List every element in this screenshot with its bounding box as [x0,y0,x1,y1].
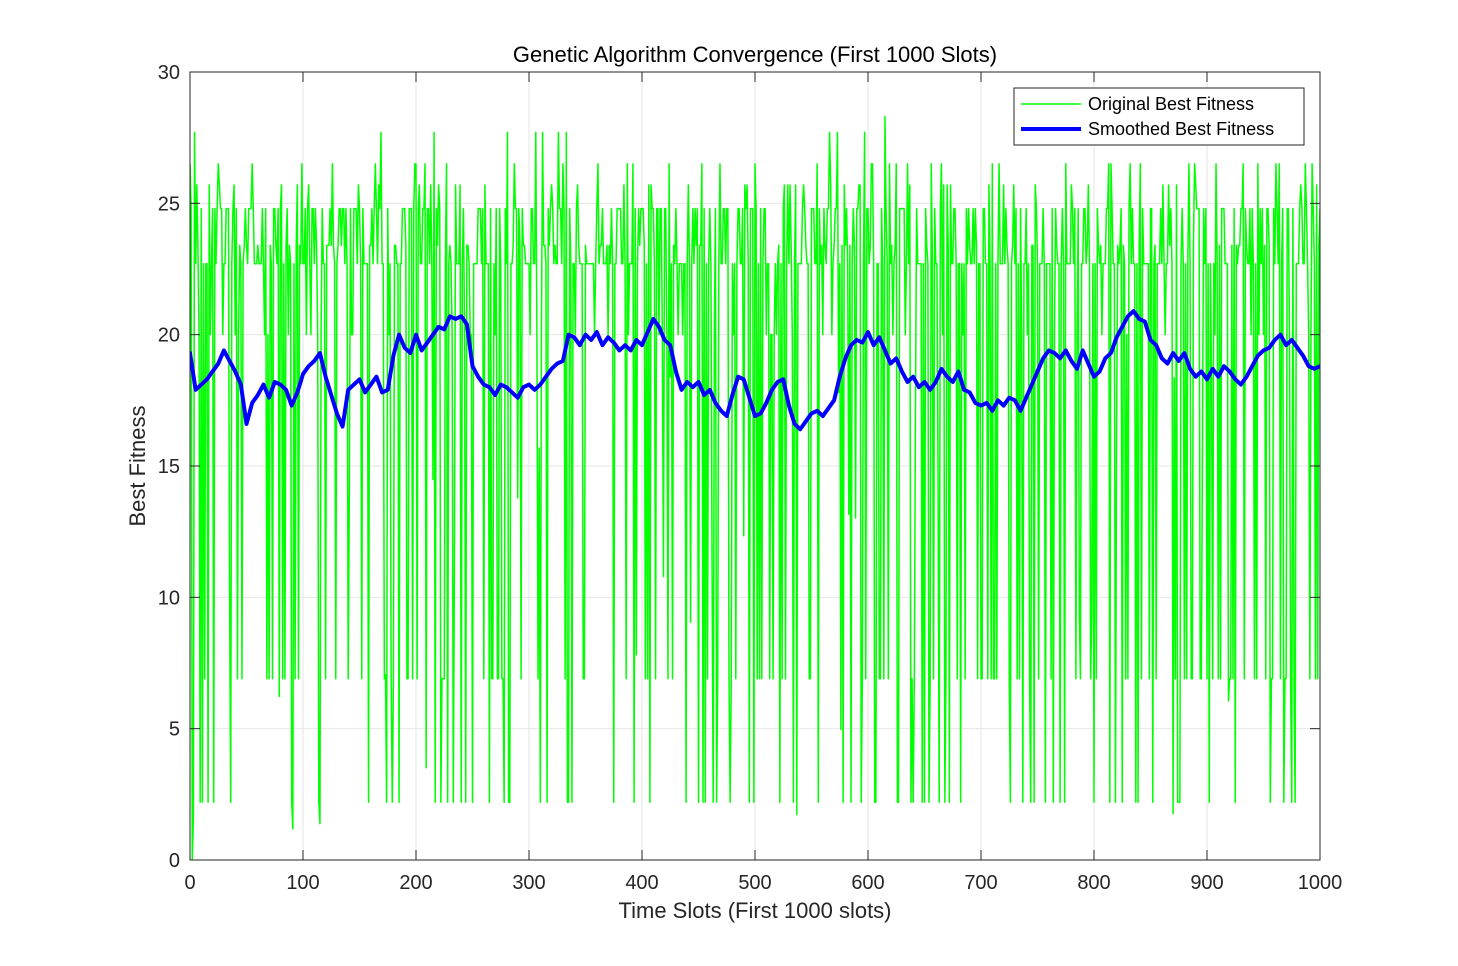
x-tick-label: 800 [1077,872,1110,894]
legend-box [1013,87,1305,146]
x-tick-label: 200 [399,872,432,894]
x-tick-label: 300 [512,872,545,894]
series-original-best-fitness [190,115,1320,860]
y-tick-label: 5 [169,719,180,741]
y-axis-label: Best Fitness [125,405,150,526]
x-tick-label: 400 [625,872,658,894]
series-smoothed-best-fitness [190,309,1320,432]
y-tick-label: 20 [158,325,180,347]
y-tick-label: 0 [169,850,180,872]
x-axis-label: Time Slots (First 1000 slots) [618,898,891,923]
plot-area [190,115,1320,860]
x-tick-label: 900 [1190,872,1223,894]
x-tick-label: 600 [851,872,884,894]
x-tick-label: 700 [964,872,997,894]
axis-ticks: 0 100 200 300 400 500 600 700 800 900 1000 0 5 10 15 20… [158,62,1343,894]
y-tick-label: 25 [158,193,180,215]
x-tick-label: 1000 [1298,872,1343,894]
legend-label-smoothed: Smoothed Best Fitness [1088,119,1274,139]
y-tick-label: 15 [158,456,180,478]
y-tick-label: 30 [158,62,180,84]
legend-label-original: Original Best Fitness [1088,94,1254,114]
legend: Original Best Fitness Smoothed Best Fitn… [1013,87,1305,146]
chart-title: Genetic Algorithm Convergence (First 100… [513,42,997,67]
y-tick-label: 10 [158,587,180,609]
x-tick-label: 100 [286,872,319,894]
x-tick-label: 0 [184,872,195,894]
x-tick-label: 500 [738,872,771,894]
